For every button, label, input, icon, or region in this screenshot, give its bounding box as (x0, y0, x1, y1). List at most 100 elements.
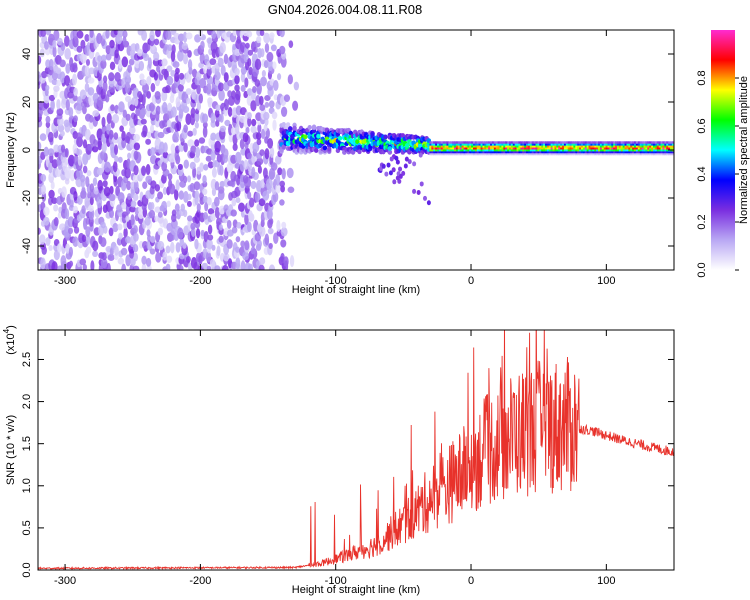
heat-cell (174, 188, 179, 201)
heat-cell (541, 150, 544, 154)
heat-cell (488, 143, 491, 146)
heat-cell (469, 152, 472, 156)
heat-cell (79, 174, 86, 183)
heat-cell (518, 150, 521, 154)
heat-cell (446, 141, 449, 144)
heat-cell (258, 198, 266, 207)
heat-cell (611, 141, 614, 144)
heat-cell (218, 224, 223, 231)
heat-cell (132, 174, 139, 183)
heat-cell (584, 145, 588, 148)
heat-cell (482, 149, 485, 152)
heat-cell (243, 116, 249, 129)
heat-cell (267, 138, 274, 149)
heat-cell (565, 149, 569, 152)
heat-cell (214, 109, 220, 118)
heat-cell (647, 141, 650, 144)
heat-cell (236, 222, 242, 229)
heat-cell (175, 179, 180, 192)
heat-cell (268, 242, 273, 250)
heat-cell (248, 210, 253, 222)
heat-cell (210, 132, 217, 141)
heat-cell (580, 150, 584, 154)
heat-cell (183, 124, 188, 133)
heat-cell (58, 223, 66, 231)
heat-cell (211, 167, 217, 178)
heat-cell (38, 148, 41, 157)
heat-cell (207, 234, 214, 241)
heat-cell (598, 150, 601, 154)
heat-cell (450, 149, 453, 152)
heat-cell (108, 72, 115, 82)
heat-cell (190, 107, 196, 119)
heat-cell (182, 242, 187, 249)
heat-cell (616, 145, 620, 148)
heat-cell (643, 143, 646, 146)
heat-cell (609, 152, 612, 156)
heat-cell (271, 111, 278, 120)
heat-cell (440, 145, 444, 148)
heat-cell (488, 141, 491, 144)
heat-cell (52, 39, 57, 48)
heat-cell (658, 143, 662, 146)
heat-cell (275, 183, 281, 194)
heat-cell (613, 143, 616, 146)
heat-cell (186, 175, 192, 183)
heat-cell (92, 177, 98, 187)
heat-cell (599, 152, 603, 156)
heat-cell (469, 143, 472, 146)
heat-cell (476, 152, 480, 156)
heat-cell (616, 141, 620, 144)
heat-cell (488, 147, 491, 150)
heat-cell (486, 149, 489, 152)
heat-cell (552, 152, 555, 156)
heat-cell (175, 242, 181, 253)
heat-cell (539, 150, 542, 154)
heat-cell (455, 143, 459, 146)
heat-cell (634, 141, 637, 144)
heat-cell (603, 145, 607, 148)
heat-cell (588, 145, 591, 148)
heat-cell (357, 149, 362, 155)
spectrogram-x-ticks: -300 -200 -100 0 100 (54, 30, 616, 287)
heat-cell (215, 217, 222, 227)
heat-cell (586, 141, 590, 144)
heat-cell (550, 150, 554, 154)
heat-cell (254, 79, 261, 87)
heat-cell (457, 147, 461, 150)
heat-cell (192, 166, 197, 179)
heat-cell (607, 145, 610, 148)
heat-cell (264, 42, 270, 53)
heat-cell (398, 173, 403, 179)
x-tick-label: 100 (597, 275, 615, 287)
heat-cell (133, 225, 138, 234)
heat-cell (552, 141, 555, 144)
heat-cell (668, 147, 671, 150)
heat-cell (518, 141, 521, 144)
heat-cell (137, 91, 143, 99)
heat-cell (635, 141, 639, 144)
heat-cell (467, 143, 470, 146)
heat-cell (580, 152, 584, 156)
heat-cell (548, 149, 552, 152)
heat-cell (524, 150, 527, 154)
heat-cell (671, 143, 674, 146)
heat-cell (194, 139, 200, 147)
heat-cell (218, 186, 225, 194)
heat-cell (85, 176, 90, 188)
heat-cell (580, 145, 584, 148)
heat-cell (607, 152, 610, 156)
heat-cell (658, 150, 662, 154)
heat-cell (582, 145, 586, 148)
heat-cell (257, 165, 262, 174)
heat-cell (478, 147, 482, 150)
heat-cell (590, 143, 593, 146)
heat-cell (567, 141, 571, 144)
heat-cell (541, 143, 544, 146)
heat-cell (670, 152, 673, 156)
heat-cell (495, 149, 499, 152)
heat-cell (69, 57, 74, 68)
heat-cell (53, 204, 59, 212)
heat-cell (541, 145, 544, 148)
heat-cell (457, 143, 461, 146)
